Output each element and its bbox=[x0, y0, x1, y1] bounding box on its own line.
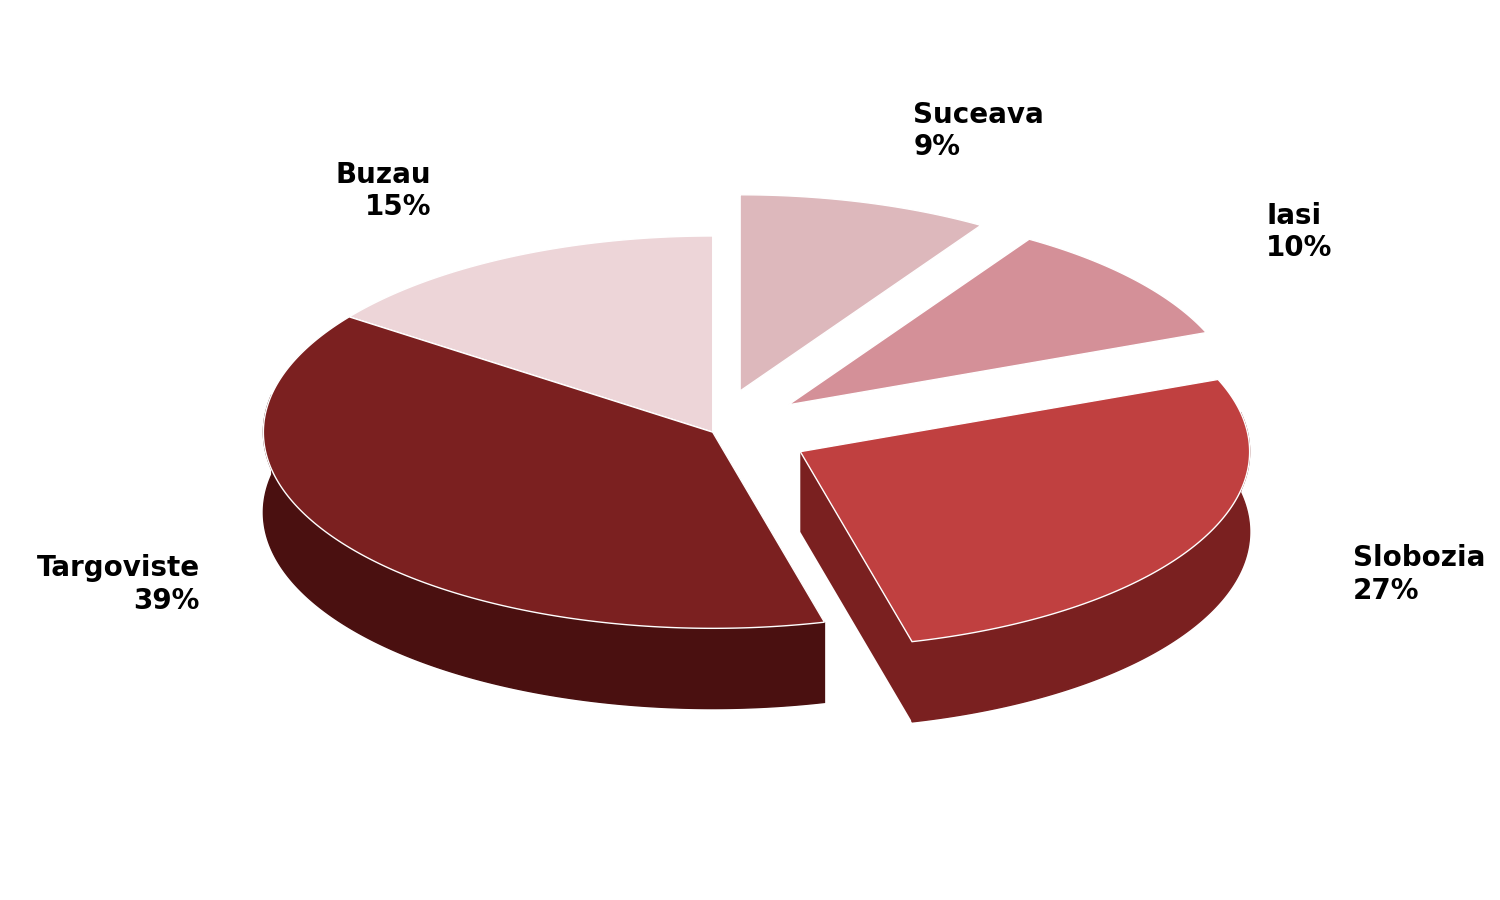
Polygon shape bbox=[712, 432, 825, 702]
Polygon shape bbox=[264, 394, 825, 708]
Polygon shape bbox=[789, 239, 1206, 405]
Polygon shape bbox=[801, 452, 912, 722]
Polygon shape bbox=[912, 412, 1250, 722]
Polygon shape bbox=[350, 236, 712, 432]
Text: Buzau
15%: Buzau 15% bbox=[336, 161, 430, 221]
Text: Iasi
10%: Iasi 10% bbox=[1266, 202, 1332, 263]
Text: Targoviste
39%: Targoviste 39% bbox=[36, 554, 200, 615]
Polygon shape bbox=[264, 317, 825, 628]
Polygon shape bbox=[740, 194, 981, 391]
Text: Suceava
9%: Suceava 9% bbox=[914, 101, 1044, 161]
Polygon shape bbox=[801, 380, 1250, 642]
Text: Slobozia
27%: Slobozia 27% bbox=[1353, 544, 1485, 605]
